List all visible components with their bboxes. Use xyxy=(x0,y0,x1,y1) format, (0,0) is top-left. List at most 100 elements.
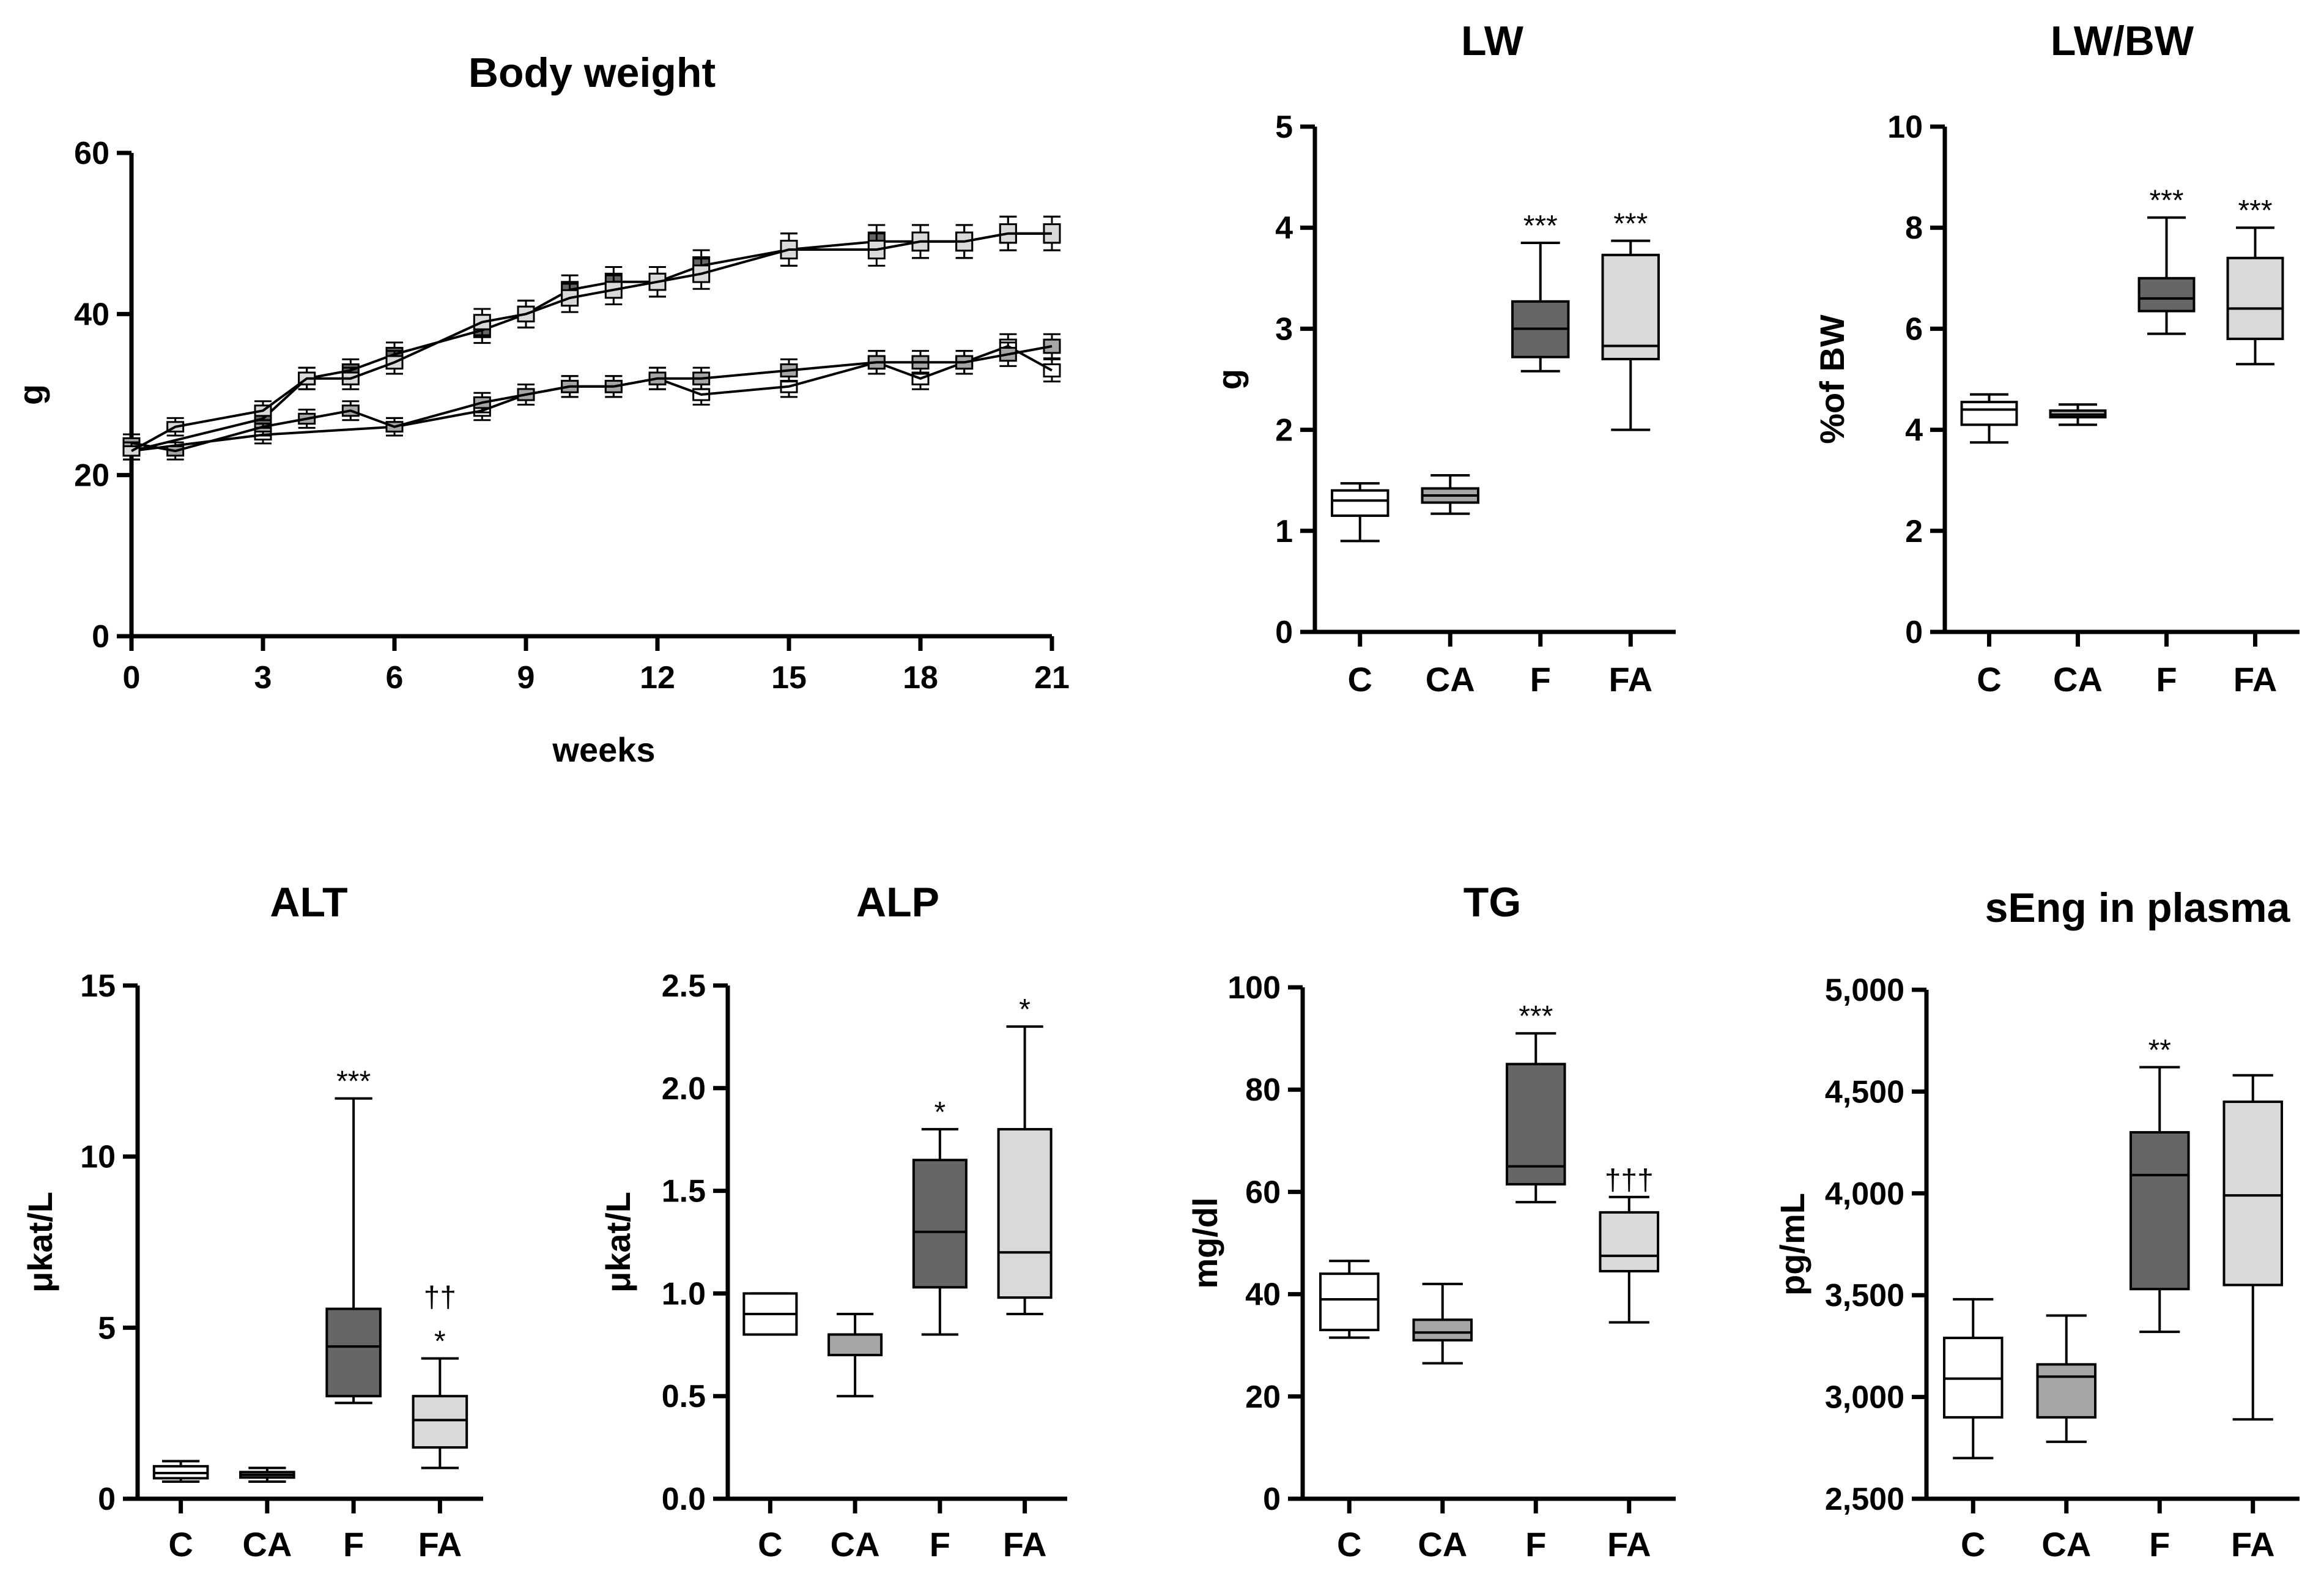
x-tick-label: 0 xyxy=(123,660,141,696)
chart-title: TG xyxy=(1464,879,1521,926)
box-F: *** xyxy=(325,1066,382,1405)
x-axis-title: weeks xyxy=(552,730,655,769)
y-tick-label: 100 xyxy=(1227,970,1281,1006)
box-C xyxy=(1319,1260,1380,1339)
chart-seng: sEng in plasma 2,500 3,000 3,500 4,000 4,500 5… xyxy=(1773,885,2300,1564)
box-F: *** xyxy=(1511,210,1570,373)
box-CA xyxy=(2049,403,2107,426)
significance-label: * xyxy=(1019,993,1031,1026)
chart-lw-bw: LW/BW 0 2 4 6 8 10 %of BW C CA F FA *** *** xyxy=(1813,18,2300,699)
box-FA: ††† xyxy=(1599,1164,1660,1324)
y-axis-title: g xyxy=(1210,369,1249,390)
chart-title: Body weight xyxy=(468,50,716,96)
y-tick-label: 2.5 xyxy=(662,968,706,1004)
y-tick-label: 5,000 xyxy=(1825,973,1904,1008)
iqr-box xyxy=(1331,489,1390,518)
y-axis-title: μkat/L xyxy=(21,1192,59,1293)
box-C xyxy=(1331,482,1390,543)
box-FA: *** xyxy=(1601,208,1660,431)
y-axis-title: pg/mL xyxy=(1773,1193,1811,1296)
y-axis-title: μkat/L xyxy=(599,1192,637,1293)
chart-alp: ALP 0.0 0.5 1.0 1.5 2.0 2.5 μkat/L C CA F FA * * xyxy=(599,879,1067,1564)
category-label-CA: CA xyxy=(1418,1525,1467,1564)
y-tick-label: 8 xyxy=(1905,210,1923,246)
y-tick-label: 2 xyxy=(1275,413,1293,448)
iqr-box xyxy=(2137,277,2196,313)
y-tick-label: 4 xyxy=(1275,210,1293,246)
box-F: *** xyxy=(2137,185,2196,335)
category-label-FA: FA xyxy=(418,1525,462,1564)
y-tick-label: 4 xyxy=(1905,413,1923,448)
category-label-CA: CA xyxy=(1426,660,1475,699)
chart-title: sEng in plasma xyxy=(1985,885,2291,931)
box-F: * xyxy=(912,1096,968,1336)
category-label-CA: CA xyxy=(831,1525,880,1564)
y-tick-label: 5 xyxy=(98,1310,116,1346)
iqr-box xyxy=(2129,1130,2190,1291)
y-tick-label: 10 xyxy=(80,1140,116,1175)
x-tick-label: 18 xyxy=(903,660,938,696)
y-tick-label: 3,000 xyxy=(1825,1380,1904,1416)
category-label-FA: FA xyxy=(1003,1525,1047,1564)
y-tick-label: 80 xyxy=(1245,1072,1281,1108)
y-tick-label: 20 xyxy=(1245,1379,1281,1415)
box-C xyxy=(1942,1297,2004,1460)
box-FA: * †† xyxy=(412,1282,468,1469)
y-tick-label: 0 xyxy=(1905,615,1923,650)
y-axis-title: g xyxy=(12,384,50,405)
category-label-F: F xyxy=(2156,660,2177,699)
y-tick-label: 1.0 xyxy=(662,1276,706,1312)
chart-title: ALT xyxy=(270,879,347,926)
x-tick-label: 3 xyxy=(254,660,272,696)
iqr-box xyxy=(827,1333,883,1357)
category-label-C: C xyxy=(1348,660,1372,699)
y-tick-label: 20 xyxy=(74,458,109,494)
y-tick-label: 60 xyxy=(74,136,109,171)
significance-label: *** xyxy=(2149,185,2183,217)
y-tick-label: 3 xyxy=(1275,311,1293,347)
iqr-box xyxy=(2226,256,2284,340)
y-tick-label: 4,500 xyxy=(1825,1074,1904,1110)
box-CA xyxy=(239,1466,295,1483)
box-FA: * xyxy=(997,993,1053,1315)
category-label-CA: CA xyxy=(2041,1525,2091,1564)
box-CA xyxy=(1421,473,1479,515)
y-tick-label: 0.0 xyxy=(662,1482,706,1517)
box-CA xyxy=(2036,1314,2097,1443)
y-tick-label: 40 xyxy=(74,297,109,332)
y-tick-label: 10 xyxy=(1887,110,1923,145)
category-label-F: F xyxy=(2149,1525,2170,1564)
y-tick-label: 0 xyxy=(98,1482,116,1517)
x-tick-label: 9 xyxy=(517,660,535,696)
iqr-box xyxy=(1412,1318,1473,1342)
y-tick-label: 0 xyxy=(1275,615,1293,650)
category-label-C: C xyxy=(1977,660,2001,699)
y-tick-label: 0.5 xyxy=(662,1379,706,1414)
box-CA xyxy=(827,1312,883,1398)
iqr-box xyxy=(997,1127,1053,1299)
y-axis-title: mg/dl xyxy=(1186,1197,1224,1288)
y-tick-label: 60 xyxy=(1245,1175,1281,1210)
chart-title: LW/BW xyxy=(2051,18,2194,64)
iqr-box xyxy=(1599,1211,1660,1272)
y-tick-label: 40 xyxy=(1245,1277,1281,1313)
box-FA xyxy=(2222,1074,2284,1421)
box-C xyxy=(742,1292,798,1336)
significance-label: *** xyxy=(1523,210,1558,242)
significance-label: * xyxy=(434,1326,446,1358)
y-tick-label: 3,500 xyxy=(1825,1278,1904,1313)
significance-dagger-label: ††† xyxy=(1605,1164,1654,1197)
category-label-C: C xyxy=(168,1525,193,1564)
iqr-box xyxy=(2036,1363,2097,1419)
chart-lw: LW 0 1 2 3 4 5 g C CA F FA *** *** xyxy=(1210,18,1676,699)
significance-label: ** xyxy=(2148,1034,2171,1066)
box-F: ** xyxy=(2129,1034,2190,1334)
iqr-box xyxy=(1505,1063,1566,1186)
iqr-box xyxy=(1601,253,1660,360)
y-tick-label: 4,000 xyxy=(1825,1176,1904,1212)
y-tick-label: 2 xyxy=(1905,514,1923,549)
category-label-CA: CA xyxy=(2053,660,2103,699)
box-CA xyxy=(1412,1282,1473,1365)
significance-label: *** xyxy=(1613,208,1648,240)
box-F: *** xyxy=(1505,1000,1566,1204)
